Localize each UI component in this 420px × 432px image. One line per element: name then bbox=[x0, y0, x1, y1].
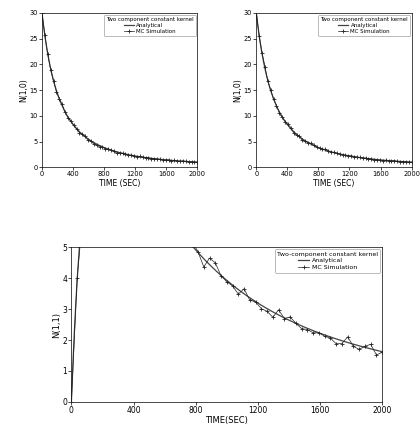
MC Simulation bbox=[192, 159, 197, 165]
MC Simulation bbox=[97, 144, 102, 149]
MC Simulation bbox=[77, 130, 82, 135]
MC Simulation bbox=[195, 159, 200, 165]
Legend: Analytical, MC Simulation: Analytical, MC Simulation bbox=[104, 15, 196, 36]
Line: MC Simulation: MC Simulation bbox=[40, 11, 199, 164]
MC Simulation bbox=[178, 159, 183, 164]
X-axis label: TIME (SEC): TIME (SEC) bbox=[99, 179, 140, 188]
Y-axis label: N(1,0): N(1,0) bbox=[233, 78, 242, 102]
Legend: Analytical, MC Simulation: Analytical, MC Simulation bbox=[318, 15, 410, 36]
X-axis label: TIME (SEC): TIME (SEC) bbox=[313, 179, 354, 188]
Legend: Analytical, MC Simulation: Analytical, MC Simulation bbox=[275, 249, 381, 273]
Y-axis label: N(1,0): N(1,0) bbox=[19, 78, 28, 102]
MC Simulation bbox=[57, 96, 62, 101]
MC Simulation bbox=[68, 118, 73, 124]
Y-axis label: N(1,1): N(1,1) bbox=[52, 311, 61, 338]
X-axis label: TIME(SEC): TIME(SEC) bbox=[205, 416, 248, 426]
MC Simulation bbox=[39, 10, 45, 16]
